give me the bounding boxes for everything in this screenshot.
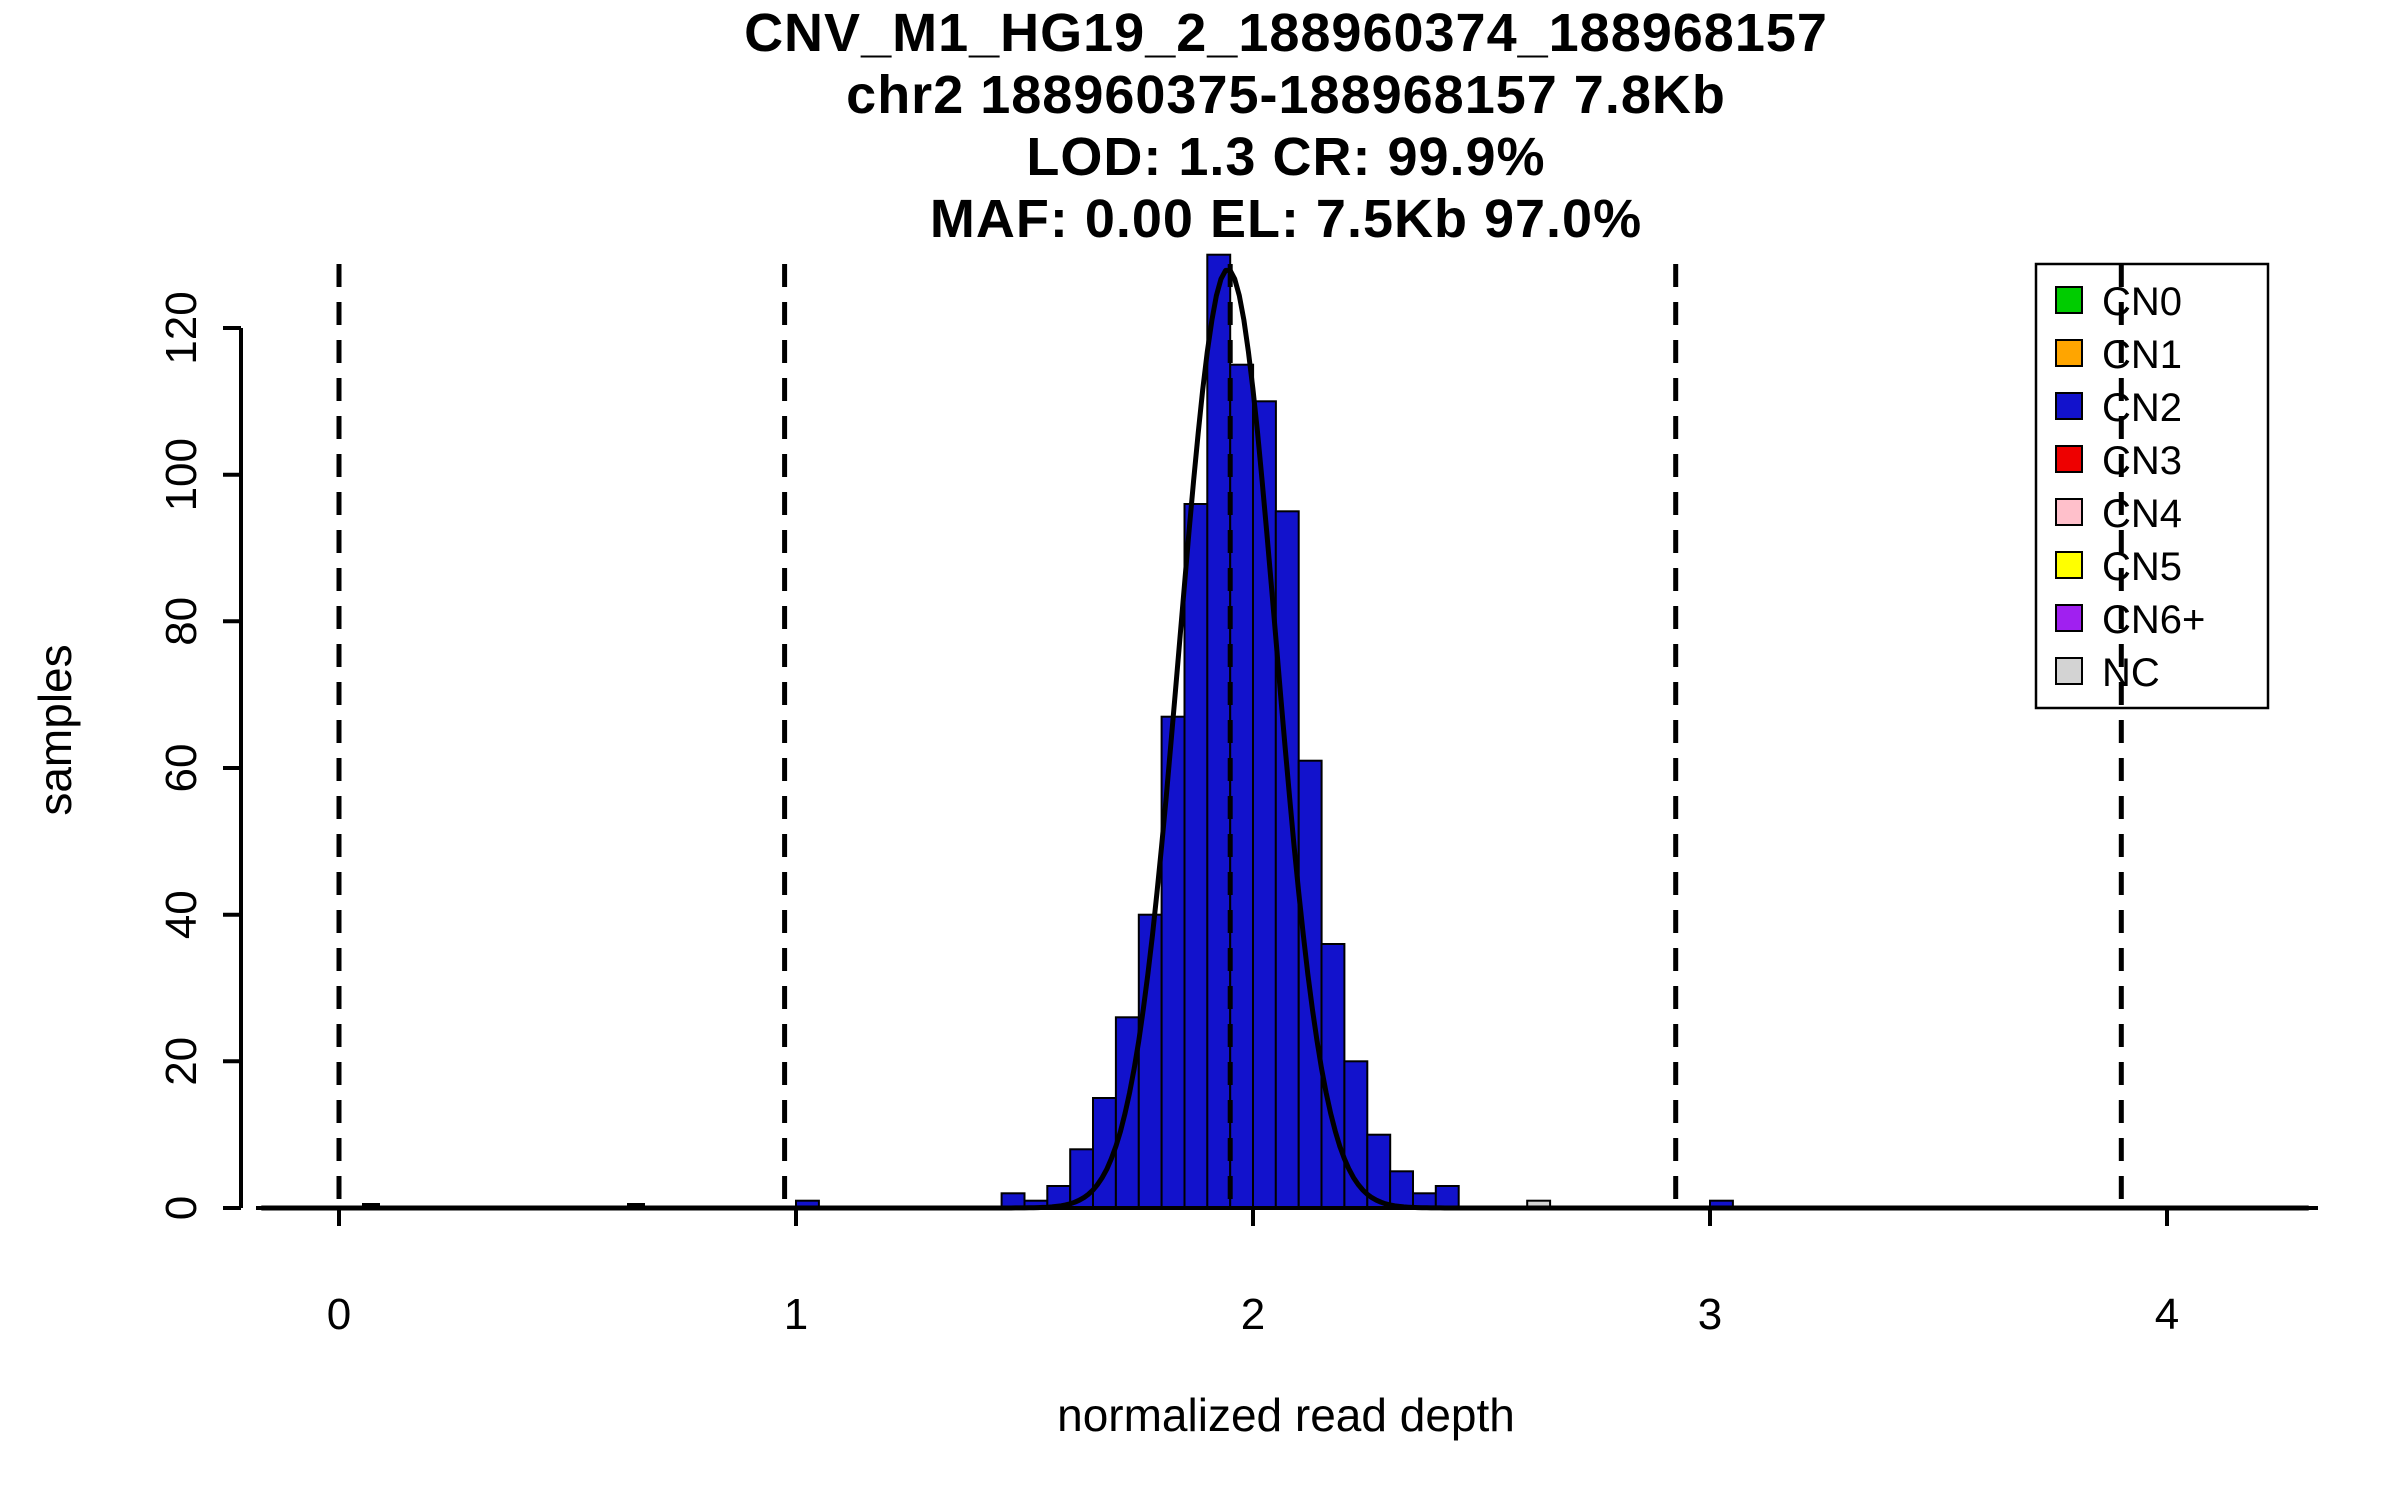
y-tick-label: 100 bbox=[157, 438, 206, 511]
legend-swatch-cn2 bbox=[2055, 392, 2083, 420]
legend-swatch-cn4 bbox=[2055, 498, 2083, 526]
title-line-2: chr2 188960375-188968157 7.8Kb bbox=[846, 65, 1726, 125]
y-tick-label: 20 bbox=[157, 1037, 206, 1086]
histogram-bar bbox=[1229, 363, 1255, 1209]
x-tick-label: 4 bbox=[2155, 1290, 2179, 1339]
y-tick-label: 80 bbox=[157, 597, 206, 646]
x-tick-label: 0 bbox=[327, 1290, 351, 1339]
legend-label-cn4: CN4 bbox=[2102, 492, 2182, 536]
y-tick-label: 40 bbox=[157, 890, 206, 939]
legend-swatch-cn3 bbox=[2055, 445, 2083, 473]
legend-label-cn2: CN2 bbox=[2102, 386, 2182, 430]
legend-label-cn3: CN3 bbox=[2102, 439, 2182, 483]
legend-swatch-nc bbox=[2055, 657, 2083, 685]
y-tick-label: 0 bbox=[157, 1196, 206, 1220]
legend-label-cn6plus: CN6+ bbox=[2102, 598, 2205, 642]
y-tick-label: 60 bbox=[157, 744, 206, 793]
x-tick-label: 2 bbox=[1241, 1290, 1265, 1339]
legend-label-cn1: CN1 bbox=[2102, 333, 2182, 377]
legend-label-nc: NC bbox=[2102, 651, 2160, 695]
legend-label-cn5: CN5 bbox=[2102, 545, 2182, 589]
histogram-bar bbox=[1434, 1185, 1460, 1209]
legend-swatch-cn0 bbox=[2055, 286, 2083, 314]
title-line-4: MAF: 0.00 EL: 7.5Kb 97.0% bbox=[929, 189, 1643, 249]
legend-label-cn0: CN0 bbox=[2102, 280, 2182, 324]
histogram-bar bbox=[1389, 1170, 1414, 1210]
y-tick-label: 120 bbox=[157, 291, 206, 364]
histogram-bar bbox=[1206, 253, 1232, 1209]
histogram-bar bbox=[1343, 1060, 1369, 1210]
title-line-1: CNV_M1_HG19_2_188960374_188968157 bbox=[744, 3, 1828, 63]
histogram-bar bbox=[1183, 503, 1209, 1209]
y-axis-label: samples bbox=[29, 644, 81, 816]
x-tick-label: 1 bbox=[784, 1290, 808, 1339]
legend-swatch-cn5 bbox=[2055, 551, 2083, 579]
x-axis-label: normalized read depth bbox=[1057, 1389, 1515, 1441]
x-tick-label: 3 bbox=[1698, 1290, 1722, 1339]
chart-title: CNV_M1_HG19_2_188960374_188968157 chr2 1… bbox=[186, 2, 2386, 250]
title-line-3: LOD: 1.3 CR: 99.9% bbox=[1026, 127, 1546, 187]
legend-swatch-cn1 bbox=[2055, 339, 2083, 367]
legend-swatch-cn6plus bbox=[2055, 604, 2083, 632]
legend-box bbox=[2034, 262, 2270, 710]
